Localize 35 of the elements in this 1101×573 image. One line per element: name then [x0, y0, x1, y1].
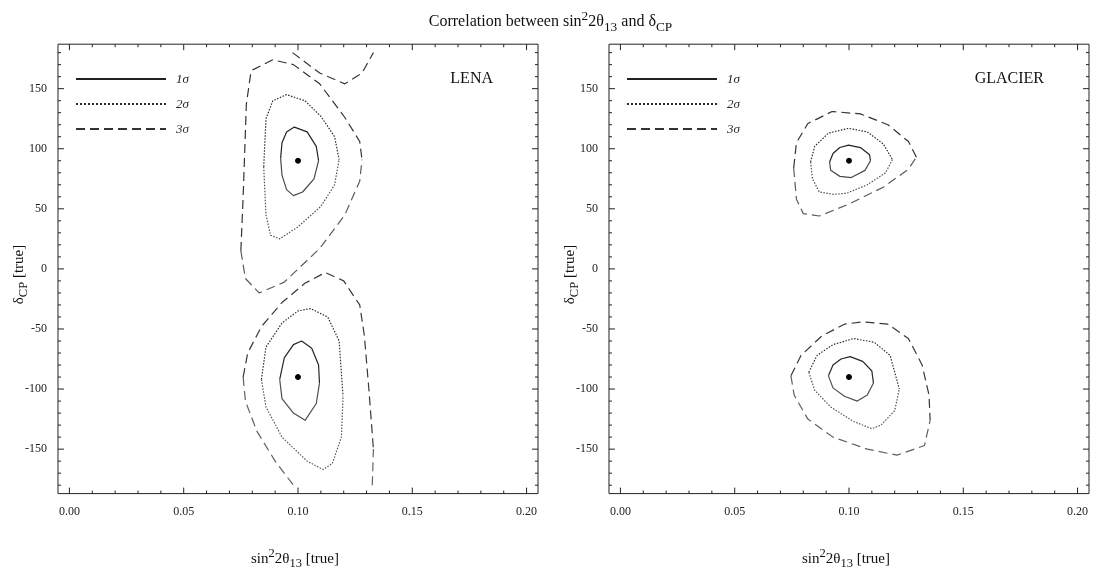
legend-label: 2σ	[726, 95, 740, 112]
x-tick-label: 0.20	[516, 503, 538, 518]
legend-label: 1σ	[175, 70, 189, 87]
y-tick-label: -100	[25, 381, 47, 396]
x-tick-label: 0.00	[58, 503, 80, 518]
y-tick-label: 100	[580, 140, 598, 155]
chart-title: Correlation between sin$^{2}$2θ$_{13}$ and δ$_{CP}$	[427, 8, 674, 35]
x-axis-title: sin$^{2}$2θ$_{13}$ [true]	[801, 546, 891, 571]
x-tick-label: 0.10	[287, 503, 309, 518]
x-axis-title: sin$^{2}$2θ$_{13}$ [true]	[250, 546, 340, 571]
y-tick-label: -100	[576, 381, 598, 396]
x-tick-label: 0.20	[1067, 503, 1089, 518]
x-tick-label: 0.10	[838, 503, 860, 518]
legend-label: 3σ	[175, 120, 189, 137]
legend-label: 2σ	[175, 95, 189, 112]
y-tick-label: -150	[25, 441, 47, 456]
y-tick-label: 150	[580, 80, 598, 95]
y-tick-label: 100	[29, 140, 47, 155]
y-tick-label: 50	[35, 200, 47, 215]
y-tick-label: 0	[592, 261, 598, 276]
x-tick-label: 0.05	[173, 503, 195, 518]
y-tick-label: -150	[576, 441, 598, 456]
y-tick-label: 150	[29, 80, 47, 95]
y-tick-label: 50	[586, 200, 598, 215]
annotation: GLACIER	[974, 69, 1045, 87]
x-tick-label: 0.15	[401, 503, 423, 518]
x-tick-label: 0.05	[724, 503, 746, 518]
legend-label: 1σ	[726, 70, 740, 87]
legend-label: 3σ	[726, 120, 740, 137]
y-tick-label: -50	[582, 321, 598, 336]
y-tick-label: 0	[41, 261, 47, 276]
annotation: LENA	[450, 69, 494, 87]
x-tick-label: 0.15	[952, 503, 974, 518]
y-tick-label: -50	[31, 321, 47, 336]
x-tick-label: 0.00	[609, 503, 631, 518]
